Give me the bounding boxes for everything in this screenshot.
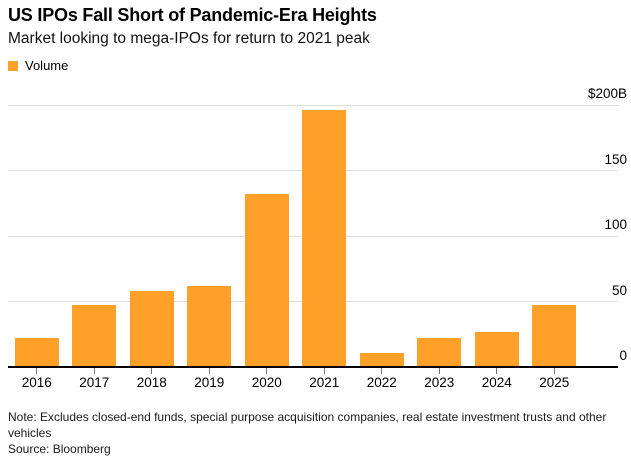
chart-title: US IPOs Fall Short of Pandemic-Era Heigh… (8, 5, 377, 25)
x-tick-2022 (381, 368, 383, 374)
bar-2024 (474, 331, 519, 367)
x-axis-label-2017: 2017 (79, 375, 110, 390)
source-credit: Source: Bloomberg (8, 442, 111, 456)
y-axis-label-100: 100 (604, 217, 627, 232)
bar-2021 (302, 110, 347, 367)
y-axis-label-150: 150 (604, 151, 627, 167)
x-axis-label-2019: 2019 (194, 375, 225, 390)
bar-2025 (532, 305, 577, 367)
y-axis-label-0: 0 (619, 348, 627, 363)
x-axis-label-2020: 2020 (251, 375, 282, 390)
y-axis-label-200: $200B (587, 86, 627, 101)
footnote: Note: Excludes closed-end funds, special… (8, 410, 607, 440)
bar-2016 (14, 338, 59, 367)
x-axis-label-2024: 2024 (481, 375, 512, 390)
x-tick-2017 (93, 368, 95, 374)
x-tick-2023 (438, 368, 440, 374)
bar-2017 (72, 305, 117, 367)
x-tick-2020 (266, 368, 268, 374)
x-axis-label-2016: 2016 (21, 375, 52, 390)
gridline-200 (8, 104, 618, 106)
legend: Volume (8, 58, 68, 73)
bar-2019 (187, 285, 232, 367)
legend-label-volume: Volume (25, 58, 69, 73)
bar-2022 (359, 352, 404, 367)
x-tick-2021 (323, 368, 325, 374)
plot-area: 0 50 100 150 $200B 2016 2017 2018 2019 2020 2021 20… (8, 86, 627, 390)
x-tick-2019 (208, 368, 210, 374)
x-axis-label-2018: 2018 (136, 375, 167, 390)
x-axis-line (8, 366, 618, 368)
x-tick-2025 (553, 368, 555, 374)
x-tick-2016 (36, 368, 38, 374)
legend-swatch-volume (8, 60, 18, 71)
bar-2020 (244, 194, 289, 367)
x-tick-2024 (496, 368, 498, 374)
bar-2018 (129, 291, 174, 367)
x-axis-label-2025: 2025 (539, 375, 570, 390)
x-tick-2018 (151, 368, 153, 374)
chart-subtitle: Market looking to mega-IPOs for return t… (8, 30, 370, 47)
x-axis-label-2021: 2021 (309, 375, 340, 390)
x-axis-label-2022: 2022 (366, 375, 397, 390)
bar-2023 (417, 338, 462, 367)
x-axis-label-2023: 2023 (424, 375, 455, 390)
y-axis-label-50: 50 (611, 282, 627, 298)
